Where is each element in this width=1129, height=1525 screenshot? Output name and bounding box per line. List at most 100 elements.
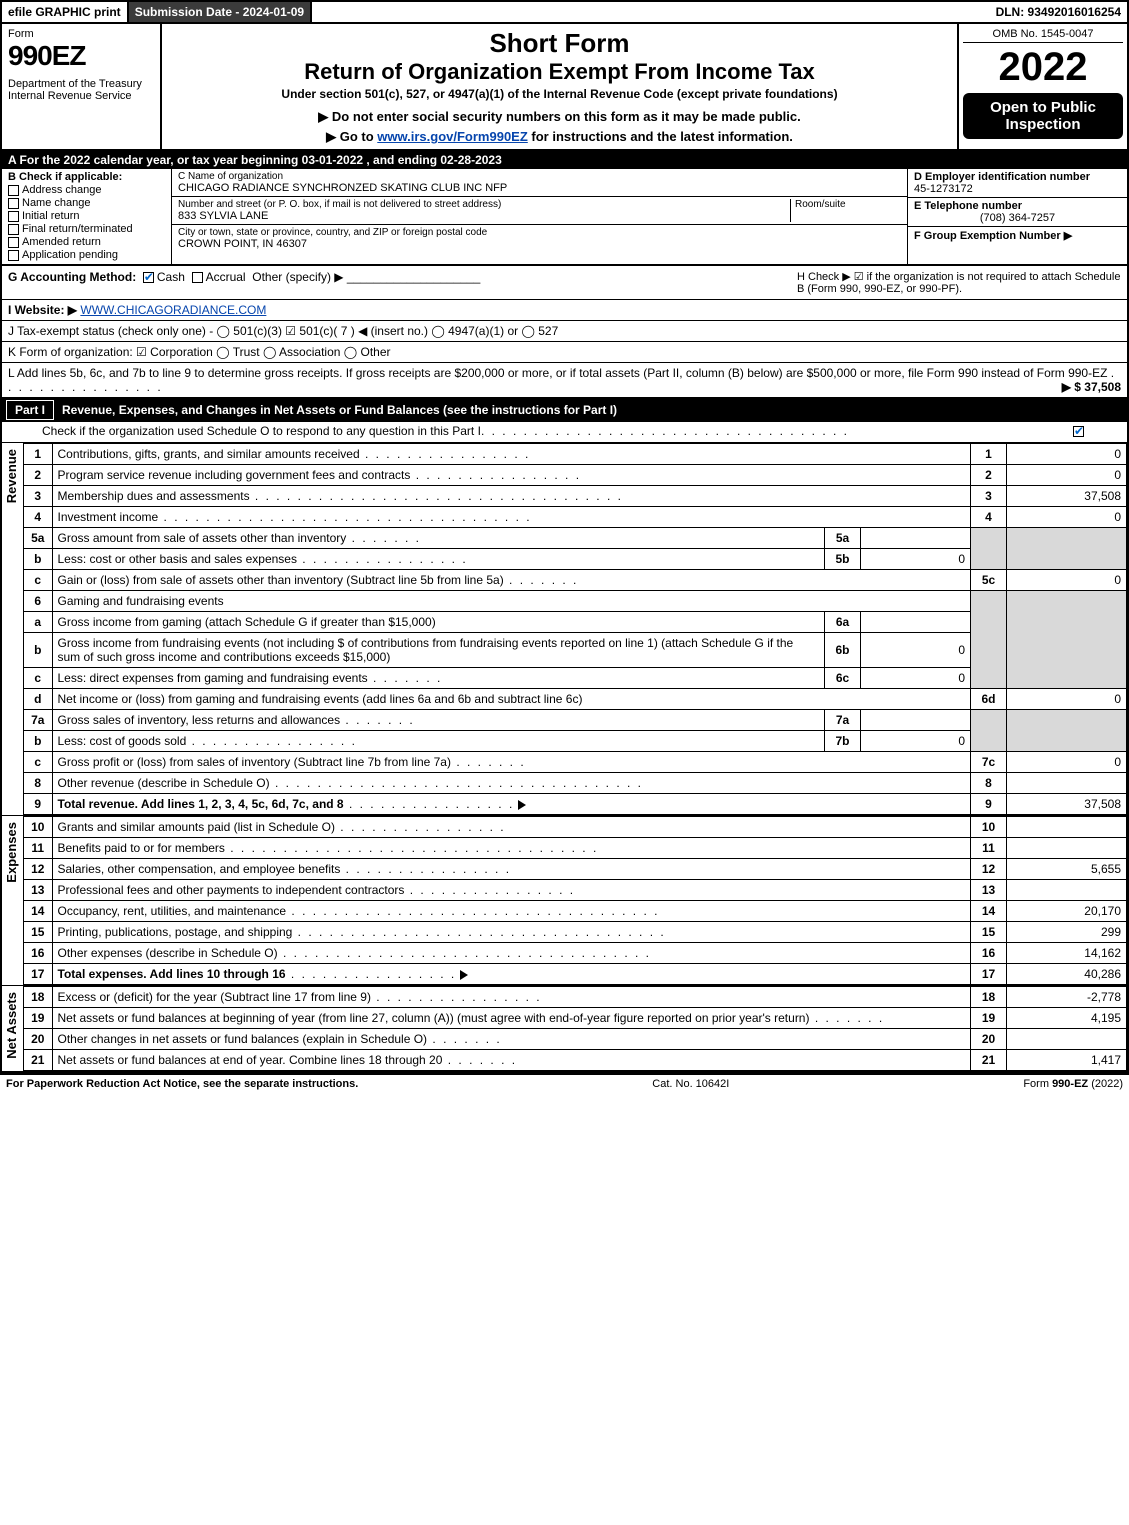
lv: 5,655	[1007, 859, 1127, 880]
g-label: G Accounting Method:	[8, 270, 136, 284]
opt-amended-return: Amended return	[22, 236, 101, 248]
chk-initial-return[interactable]: Initial return	[8, 210, 165, 222]
lb: 10	[971, 817, 1007, 838]
footer-left: For Paperwork Reduction Act Notice, see …	[6, 1078, 358, 1090]
chk-application-pending[interactable]: Application pending	[8, 249, 165, 261]
lb: 7c	[971, 752, 1007, 773]
ld: Less: cost of goods sold	[58, 734, 187, 748]
dots-icon	[250, 489, 623, 503]
dots-icon	[809, 1011, 884, 1025]
chk-name-change[interactable]: Name change	[8, 197, 165, 209]
section-c: C Name of organization CHICAGO RADIANCE …	[172, 169, 907, 264]
form-container: efile GRAPHIC print Submission Date - 20…	[0, 0, 1129, 1075]
header-left: Form 990EZ Department of the Treasury In…	[2, 24, 162, 149]
ld: Net assets or fund balances at beginning…	[58, 1011, 810, 1025]
lv: 20,170	[1007, 901, 1127, 922]
room-suite-label: Room/suite	[795, 199, 901, 210]
goto-link[interactable]: www.irs.gov/Form990EZ	[377, 129, 528, 144]
lv	[1007, 1029, 1127, 1050]
ln: d	[24, 689, 52, 710]
triangle-icon	[460, 970, 468, 980]
line-1: 1Contributions, gifts, grants, and simil…	[24, 444, 1127, 465]
ld: Net income or (loss) from gaming and fun…	[52, 689, 971, 710]
chk-accrual[interactable]	[192, 272, 203, 283]
chk-cash[interactable]	[143, 272, 154, 283]
line-5b: bLess: cost or other basis and sales exp…	[24, 549, 1127, 570]
c-name-block: C Name of organization CHICAGO RADIANCE …	[172, 169, 907, 197]
dots-icon	[186, 734, 357, 748]
ld: Program service revenue including govern…	[58, 468, 411, 482]
ld: Benefits paid to or for members	[58, 841, 225, 855]
lb: 4	[971, 507, 1007, 528]
line-6: 6Gaming and fundraising events	[24, 591, 1127, 612]
submission-date: Submission Date - 2024-01-09	[129, 2, 312, 22]
lv	[861, 710, 971, 731]
dln: DLN: 93492016016254	[990, 2, 1127, 22]
dots-icon	[504, 573, 579, 587]
chk-final-return[interactable]: Final return/terminated	[8, 223, 165, 235]
ld: Gross amount from sale of assets other t…	[58, 531, 347, 545]
dots-icon	[442, 1053, 517, 1067]
ld: Excess or (deficit) for the year (Subtra…	[58, 990, 371, 1004]
e-label: E Telephone number	[914, 200, 1121, 212]
part1-label: Part I	[6, 400, 54, 420]
lv: 0	[1007, 570, 1127, 591]
lv: -2,778	[1007, 987, 1127, 1008]
goto-post: for instructions and the latest informat…	[528, 129, 793, 144]
line-6a: aGross income from gaming (attach Schedu…	[24, 612, 1127, 633]
line-2: 2Program service revenue including gover…	[24, 465, 1127, 486]
omb-number: OMB No. 1545-0047	[963, 26, 1123, 43]
dots-icon	[410, 468, 581, 482]
ln: 5a	[24, 528, 52, 549]
header: Form 990EZ Department of the Treasury In…	[2, 24, 1127, 151]
section-bcdef: B Check if applicable: Address change Na…	[2, 169, 1127, 266]
ln: 18	[24, 987, 52, 1008]
noenter-note: ▶ Do not enter social security numbers o…	[170, 109, 949, 125]
ln: 19	[24, 1008, 52, 1029]
tax-year: 2022	[963, 43, 1123, 91]
ein: 45-1273172	[914, 183, 1121, 195]
ln: 10	[24, 817, 52, 838]
ln: 17	[24, 964, 52, 985]
ln: 7a	[24, 710, 52, 731]
revenue-vlabel: Revenue	[2, 443, 24, 815]
netassets-table: 18 Excess or (deficit) for the year (Subt…	[24, 986, 1127, 1071]
ln: c	[24, 668, 52, 689]
footer-mid: Cat. No. 10642I	[358, 1078, 1023, 1090]
ld: Gross income from gaming (attach Schedul…	[52, 612, 825, 633]
lv: 0	[861, 668, 971, 689]
ld: Membership dues and assessments	[58, 489, 250, 503]
ln: 6	[24, 591, 52, 612]
line-6c: cLess: direct expenses from gaming and f…	[24, 668, 1127, 689]
line-7b: bLess: cost of goods sold7b0	[24, 731, 1127, 752]
ln: 4	[24, 507, 52, 528]
ln: 20	[24, 1029, 52, 1050]
section-def: D Employer identification number 45-1273…	[907, 169, 1127, 264]
lb: 11	[971, 838, 1007, 859]
lv: 37,508	[1007, 794, 1127, 815]
lb: 6c	[825, 668, 861, 689]
lv: 4,195	[1007, 1008, 1127, 1029]
ld: Occupancy, rent, utilities, and maintena…	[58, 904, 287, 918]
website-link[interactable]: WWW.CHICAGORADIANCE.COM	[80, 303, 266, 317]
lv	[1007, 838, 1127, 859]
chk-address-change[interactable]: Address change	[8, 184, 165, 196]
ld: Gaming and fundraising events	[52, 591, 971, 612]
ln: a	[24, 612, 52, 633]
chk-amended-return[interactable]: Amended return	[8, 236, 165, 248]
line-20: 20Other changes in net assets or fund ba…	[24, 1029, 1127, 1050]
ld: Salaries, other compensation, and employ…	[58, 862, 341, 876]
opt-initial-return: Initial return	[22, 210, 79, 222]
ln: 9	[24, 794, 52, 815]
lv: 0	[1007, 689, 1127, 710]
gray-cell	[971, 710, 1007, 752]
form-number: 990EZ	[8, 40, 154, 72]
chk-schedule-o[interactable]	[1073, 426, 1084, 437]
footer: For Paperwork Reduction Act Notice, see …	[0, 1075, 1129, 1093]
ln: 1	[24, 444, 52, 465]
f-label: F Group Exemption Number ▶	[914, 230, 1072, 242]
opt-application-pending: Application pending	[22, 249, 118, 261]
revenue-vtext: Revenue	[2, 443, 21, 509]
line-10: 10Grants and similar amounts paid (list …	[24, 817, 1127, 838]
part1-title: Revenue, Expenses, and Changes in Net As…	[62, 403, 1123, 417]
